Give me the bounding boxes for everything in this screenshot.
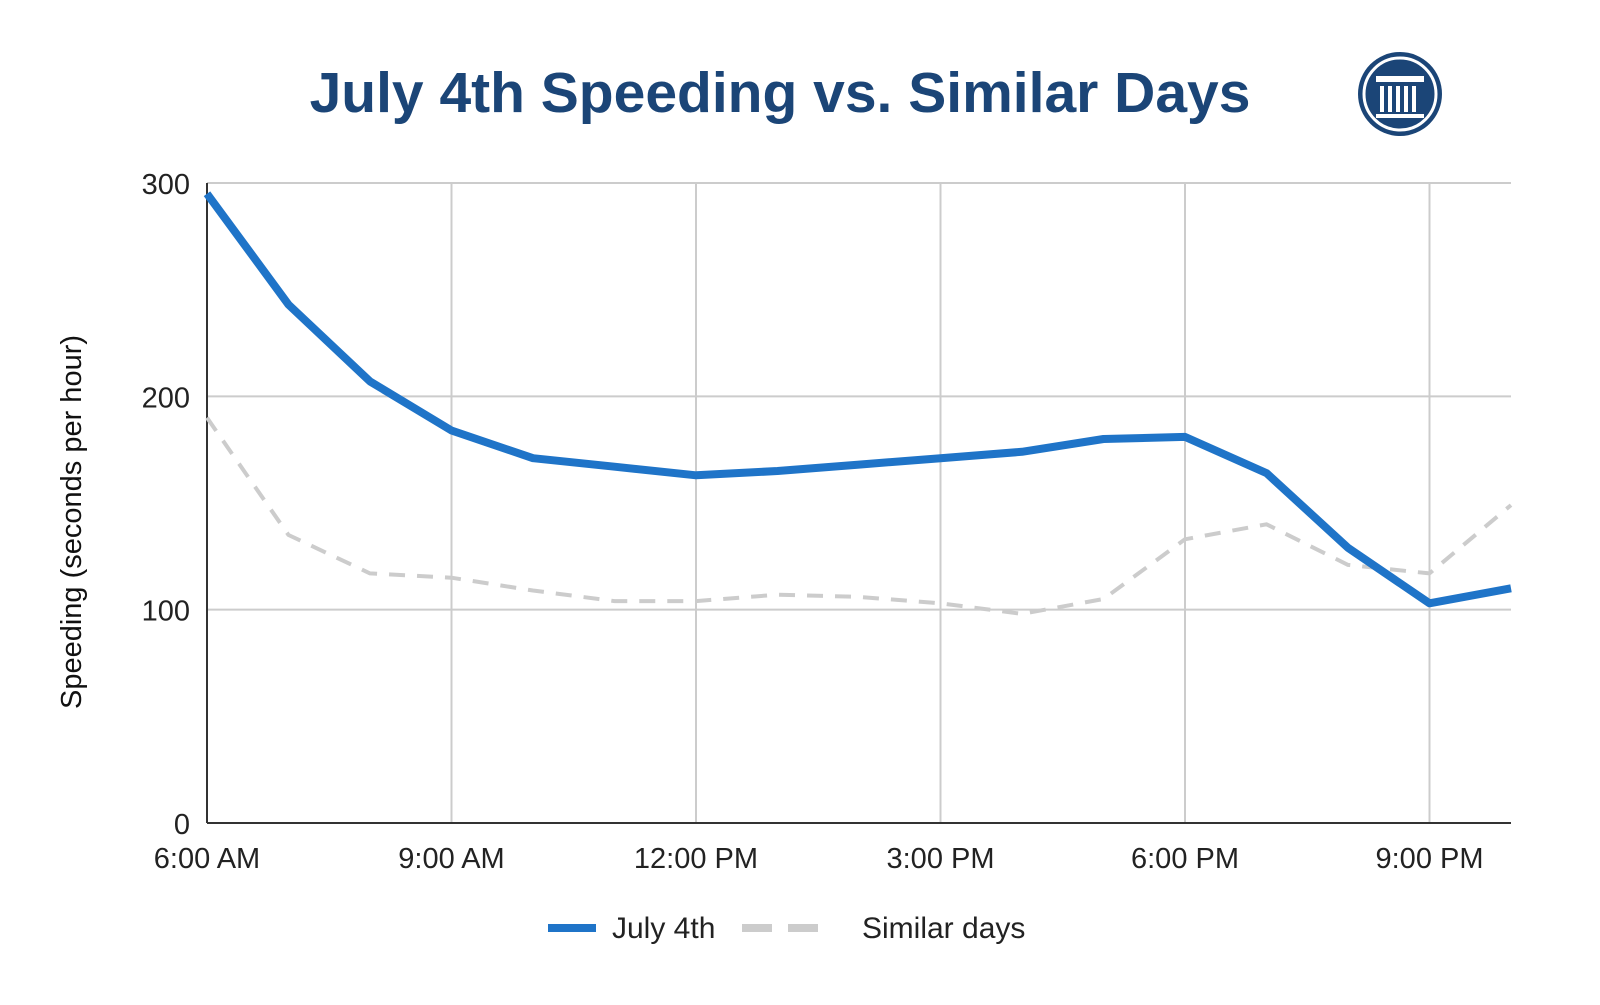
- axes: [206, 183, 1511, 824]
- x-tick-label: 12:00 PM: [634, 843, 758, 875]
- x-tick-label: 6:00 PM: [1131, 843, 1239, 875]
- y-tick-label: 100: [142, 596, 190, 628]
- logo-column-building-icon: [1358, 52, 1442, 136]
- legend-label-july-4th: July 4th: [612, 912, 715, 945]
- x-tick-label: 9:00 PM: [1376, 843, 1484, 875]
- gridlines: [207, 182, 1511, 823]
- y-tick-label: 0: [174, 809, 190, 841]
- legend: July 4th Similar days: [548, 912, 1025, 945]
- legend-label-similar-days: Similar days: [862, 912, 1025, 945]
- series-lines: [203, 191, 1513, 616]
- x-tick-label: 6:00 AM: [154, 843, 260, 875]
- y-axis-title: Speeding (seconds per hour): [56, 335, 88, 709]
- series-line-similar-days: [205, 416, 1513, 616]
- y-tick-label: 200: [142, 382, 190, 414]
- y-tick-label: 300: [142, 169, 190, 201]
- chart-title: July 4th Speeding vs. Similar Days: [309, 61, 1251, 125]
- tick-labels: 0 100 200 300 6:00 AM 9:00 AM 12:00 PM 3:00 PM 6…: [142, 169, 1484, 875]
- x-tick-label: 9:00 AM: [398, 843, 504, 875]
- series-line-july-4th: [203, 191, 1512, 608]
- x-tick-label: 3:00 PM: [887, 843, 995, 875]
